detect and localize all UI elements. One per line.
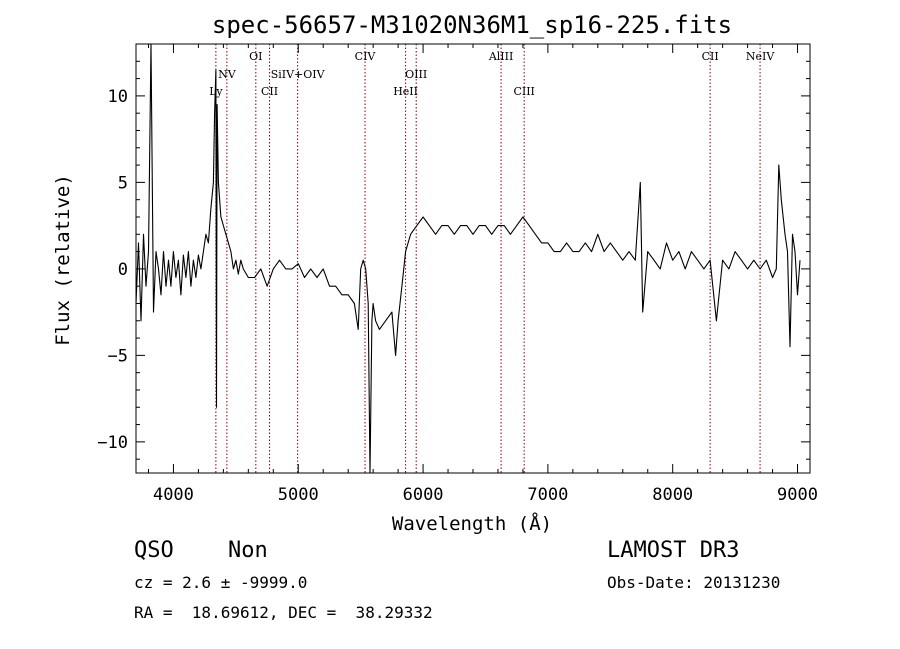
x-axis-label: Wavelength (Å)	[392, 512, 552, 535]
x-tick-label: 7000	[527, 485, 568, 505]
x-tick-label: 8000	[652, 485, 693, 505]
line-label-10: CII	[702, 50, 719, 63]
y-tick-label: −10	[97, 433, 128, 453]
emission-line-labels: LyNVOICIISiIV+OIVCIVHeIIOIIIAlIIICIIICII…	[209, 50, 775, 98]
line-label-4: SiIV+OIV	[271, 68, 326, 81]
line-label-9: CIII	[513, 85, 534, 98]
object-subclass: Non	[228, 538, 268, 563]
y-tick-label: 0	[118, 260, 128, 280]
x-tick-label: 6000	[403, 485, 444, 505]
y-tick-label: 10	[108, 87, 128, 107]
survey-name: LAMOST DR3	[607, 538, 740, 563]
x-tick-label: 9000	[777, 485, 818, 505]
line-label-3: CII	[261, 85, 278, 98]
chart-title: spec-56657-M31020N36M1_sp16-225.fits	[212, 11, 732, 39]
line-label-2: OI	[249, 50, 262, 63]
observation-date: Obs-Date: 20131230	[607, 573, 781, 592]
redshift-cz: cz = 2.6 ± -9999.0	[134, 573, 308, 592]
coordinates: RA = 18.69612, DEC = 38.29332	[134, 603, 433, 622]
line-label-5: CIV	[355, 50, 377, 63]
x-tick-label: 4000	[153, 485, 194, 505]
y-axis-ticks: −10 −5 0 5 10	[97, 43, 810, 460]
y-axis-label: Flux (relative)	[52, 174, 74, 346]
y-tick-label: 5	[118, 173, 128, 193]
emission-line-markers	[215, 44, 761, 473]
line-label-6: HeII	[393, 85, 418, 98]
line-label-1: NV	[218, 68, 237, 81]
y-tick-label: −5	[108, 346, 128, 366]
line-label-8: AlIII	[488, 50, 514, 63]
plot-frame	[135, 43, 811, 474]
spectrum-line	[135, 43, 801, 474]
line-label-11: NeIV	[746, 50, 775, 63]
x-tick-label: 5000	[278, 485, 319, 505]
spectrum-series	[135, 43, 801, 474]
object-class: QSO	[134, 538, 174, 563]
line-label-7: OIII	[405, 68, 427, 81]
x-axis-ticks: 4000 5000 6000 7000 8000 9000	[147, 44, 818, 505]
